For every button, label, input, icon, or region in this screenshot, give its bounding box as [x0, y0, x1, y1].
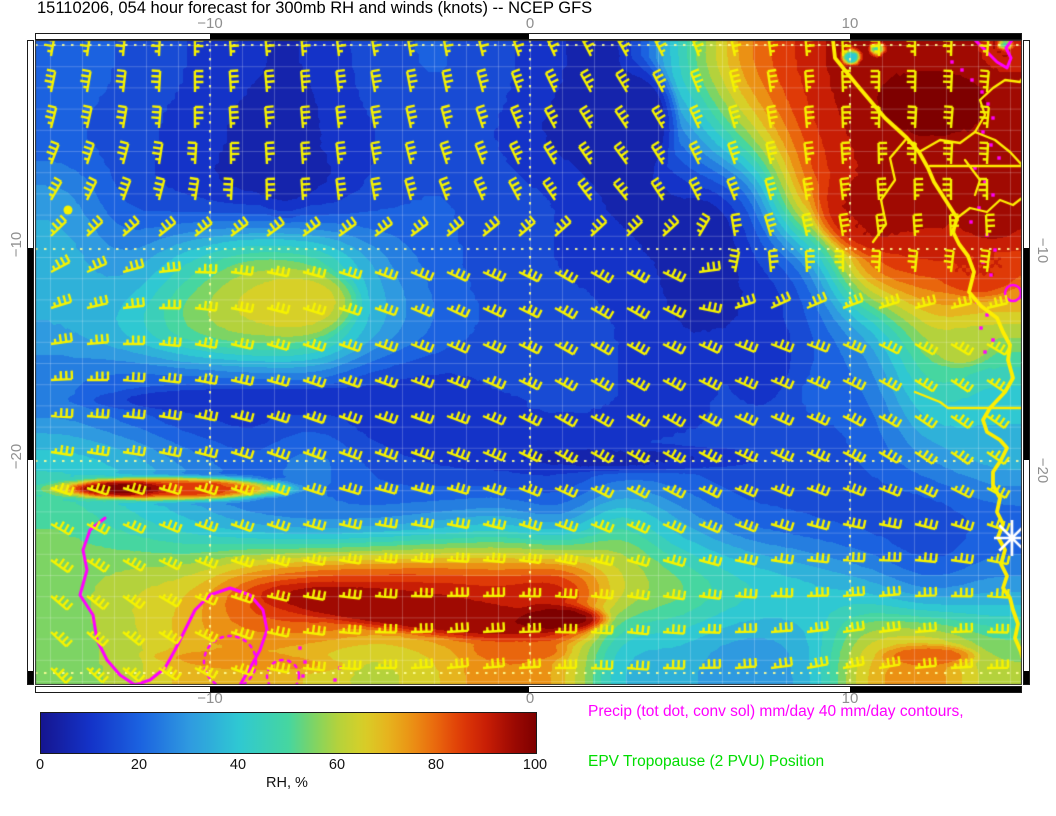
map-border-band-right — [1023, 40, 1030, 685]
map-border-band-left — [27, 40, 34, 685]
x-axis-tick-top-1: −10 — [197, 15, 223, 32]
border-segment — [1024, 671, 1029, 684]
colorbar-tick-20: 20 — [130, 757, 148, 773]
border-segment — [28, 671, 33, 684]
colorbar-gradient — [40, 712, 537, 754]
colorbar-label: RH, % — [266, 775, 308, 791]
border-segment — [28, 248, 33, 460]
colorbar-tick-100: 100 — [522, 757, 548, 773]
legend-epv-tropopause: EPV Tropopause (2 PVU) Position — [588, 753, 825, 770]
border-segment — [28, 41, 33, 249]
border-segment — [28, 459, 33, 672]
border-segment — [1024, 41, 1029, 249]
border-segment — [1024, 248, 1029, 460]
x-axis-tick-bottom-2: 0 — [525, 690, 535, 707]
chart-title: 15110206, 054 hour forecast for 300mb RH… — [37, 0, 593, 17]
border-segment — [1024, 459, 1029, 672]
y-axis-tick-right-2: −20 — [1034, 457, 1052, 484]
border-segment — [36, 34, 211, 39]
map-border-band-bottom — [35, 686, 1022, 693]
x-axis-tick-bottom-1: −10 — [197, 690, 223, 707]
border-segment — [36, 687, 211, 692]
border-segment — [849, 687, 1021, 692]
border-segment — [849, 34, 1021, 39]
x-axis-tick-top-2: 0 — [525, 15, 535, 32]
border-segment — [529, 687, 850, 692]
x-axis-tick-top-3: 10 — [841, 15, 859, 32]
colorbar-tick-0: 0 — [35, 757, 45, 773]
map-border-band-top — [35, 33, 1022, 40]
map-canvas — [35, 40, 1022, 685]
border-segment — [210, 687, 530, 692]
y-axis-tick-left-2: −20 — [8, 443, 26, 470]
y-axis-tick-left-1: −10 — [8, 231, 26, 258]
legend-precip: Precip (tot dot, conv sol) mm/day 40 mm/… — [588, 703, 964, 720]
colorbar-tick-40: 40 — [229, 757, 247, 773]
y-axis-tick-right-1: −10 — [1034, 237, 1052, 264]
border-segment — [210, 34, 530, 39]
x-axis-tick-bottom-3: 10 — [841, 690, 859, 707]
border-segment — [529, 34, 850, 39]
colorbar-tick-80: 80 — [427, 757, 445, 773]
colorbar-tick-60: 60 — [328, 757, 346, 773]
